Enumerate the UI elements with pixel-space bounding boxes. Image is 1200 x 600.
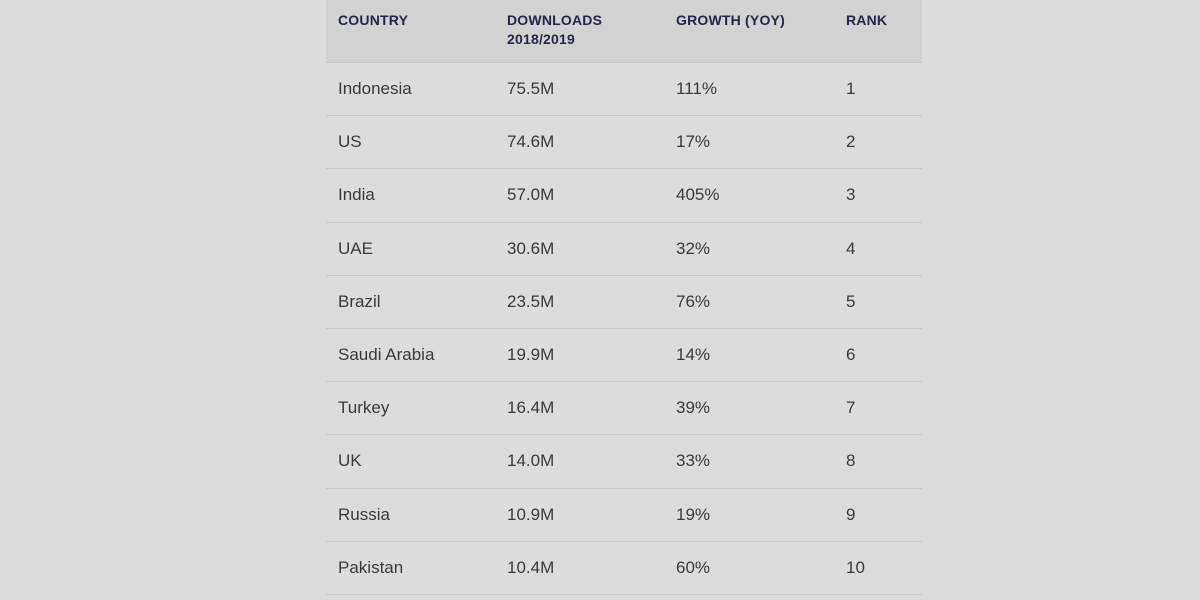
header-growth: GROWTH (YOY) <box>676 12 785 28</box>
cell-downloads: 74.6M <box>507 132 555 152</box>
table-row: Pakistan 10.4M 60% 10 <box>326 542 922 595</box>
cell-growth: 60% <box>676 557 711 577</box>
table-row: Turkey 16.4M 39% 7 <box>326 382 922 436</box>
cell-country: Brazil <box>338 291 381 311</box>
cell-downloads: 23.5M <box>507 291 555 311</box>
table-row: Indonesia 75.5M 111% 1 <box>326 63 922 117</box>
cell-downloads: 19.9M <box>507 345 555 365</box>
table-row: Russia 10.9M 19% 9 <box>326 489 922 542</box>
table-row: India 57.0M 405% 3 <box>326 169 922 223</box>
table-row: US 74.6M 17% 2 <box>326 116 922 170</box>
cell-downloads: 57.0M <box>507 185 555 205</box>
cell-rank: 5 <box>846 291 856 311</box>
cell-growth: 111% <box>676 79 717 99</box>
cell-rank: 2 <box>846 132 856 152</box>
table-row: Saudi Arabia 19.9M 14% 6 <box>326 329 922 383</box>
header-country: COUNTRY <box>338 12 409 28</box>
cell-downloads: 30.6M <box>507 238 555 258</box>
header-downloads: DOWNLOADS 2018/2019 <box>495 0 664 62</box>
header-downloads-line2: 2018/2019 <box>507 31 575 47</box>
cell-rank: 3 <box>846 185 856 205</box>
cell-country: US <box>338 132 362 152</box>
cell-country: Saudi Arabia <box>338 345 435 365</box>
cell-rank: 6 <box>846 345 856 365</box>
header-downloads-line1: DOWNLOADS <box>507 12 603 28</box>
cell-country: Pakistan <box>338 557 404 577</box>
cell-country: UK <box>338 451 362 471</box>
cell-country: Turkey <box>338 398 390 418</box>
cell-growth: 14% <box>676 345 711 365</box>
cell-downloads: 10.9M <box>507 504 555 524</box>
table-row: UK 14.0M 33% 8 <box>326 435 922 489</box>
cell-growth: 32% <box>676 238 711 258</box>
table-row: UAE 30.6M 32% 4 <box>326 223 922 276</box>
cell-rank: 1 <box>846 79 856 99</box>
cell-downloads: 16.4M <box>507 398 555 418</box>
cell-growth: 33% <box>676 451 711 471</box>
cell-growth: 39% <box>676 398 711 418</box>
table-header-row: COUNTRY DOWNLOADS 2018/2019 GROWTH (YOY)… <box>326 0 922 63</box>
cell-country: UAE <box>338 238 373 258</box>
cell-growth: 405% <box>676 185 720 205</box>
cell-growth: 76% <box>676 291 711 311</box>
cell-country: India <box>338 185 375 205</box>
cell-country: Russia <box>338 504 390 524</box>
cell-rank: 10 <box>846 557 865 577</box>
cell-downloads: 10.4M <box>507 557 555 577</box>
cell-country: Indonesia <box>338 79 412 99</box>
cell-rank: 7 <box>846 398 856 418</box>
cell-growth: 17% <box>676 132 711 152</box>
table-row: Brazil 23.5M 76% 5 <box>326 276 922 329</box>
cell-downloads: 75.5M <box>507 79 555 99</box>
cell-rank: 9 <box>846 504 856 524</box>
header-rank: RANK <box>846 12 888 28</box>
cell-downloads: 14.0M <box>507 451 555 471</box>
cell-rank: 4 <box>846 238 856 258</box>
cell-growth: 19% <box>676 504 711 524</box>
downloads-table: COUNTRY DOWNLOADS 2018/2019 GROWTH (YOY)… <box>326 0 922 595</box>
cell-rank: 8 <box>846 451 856 471</box>
